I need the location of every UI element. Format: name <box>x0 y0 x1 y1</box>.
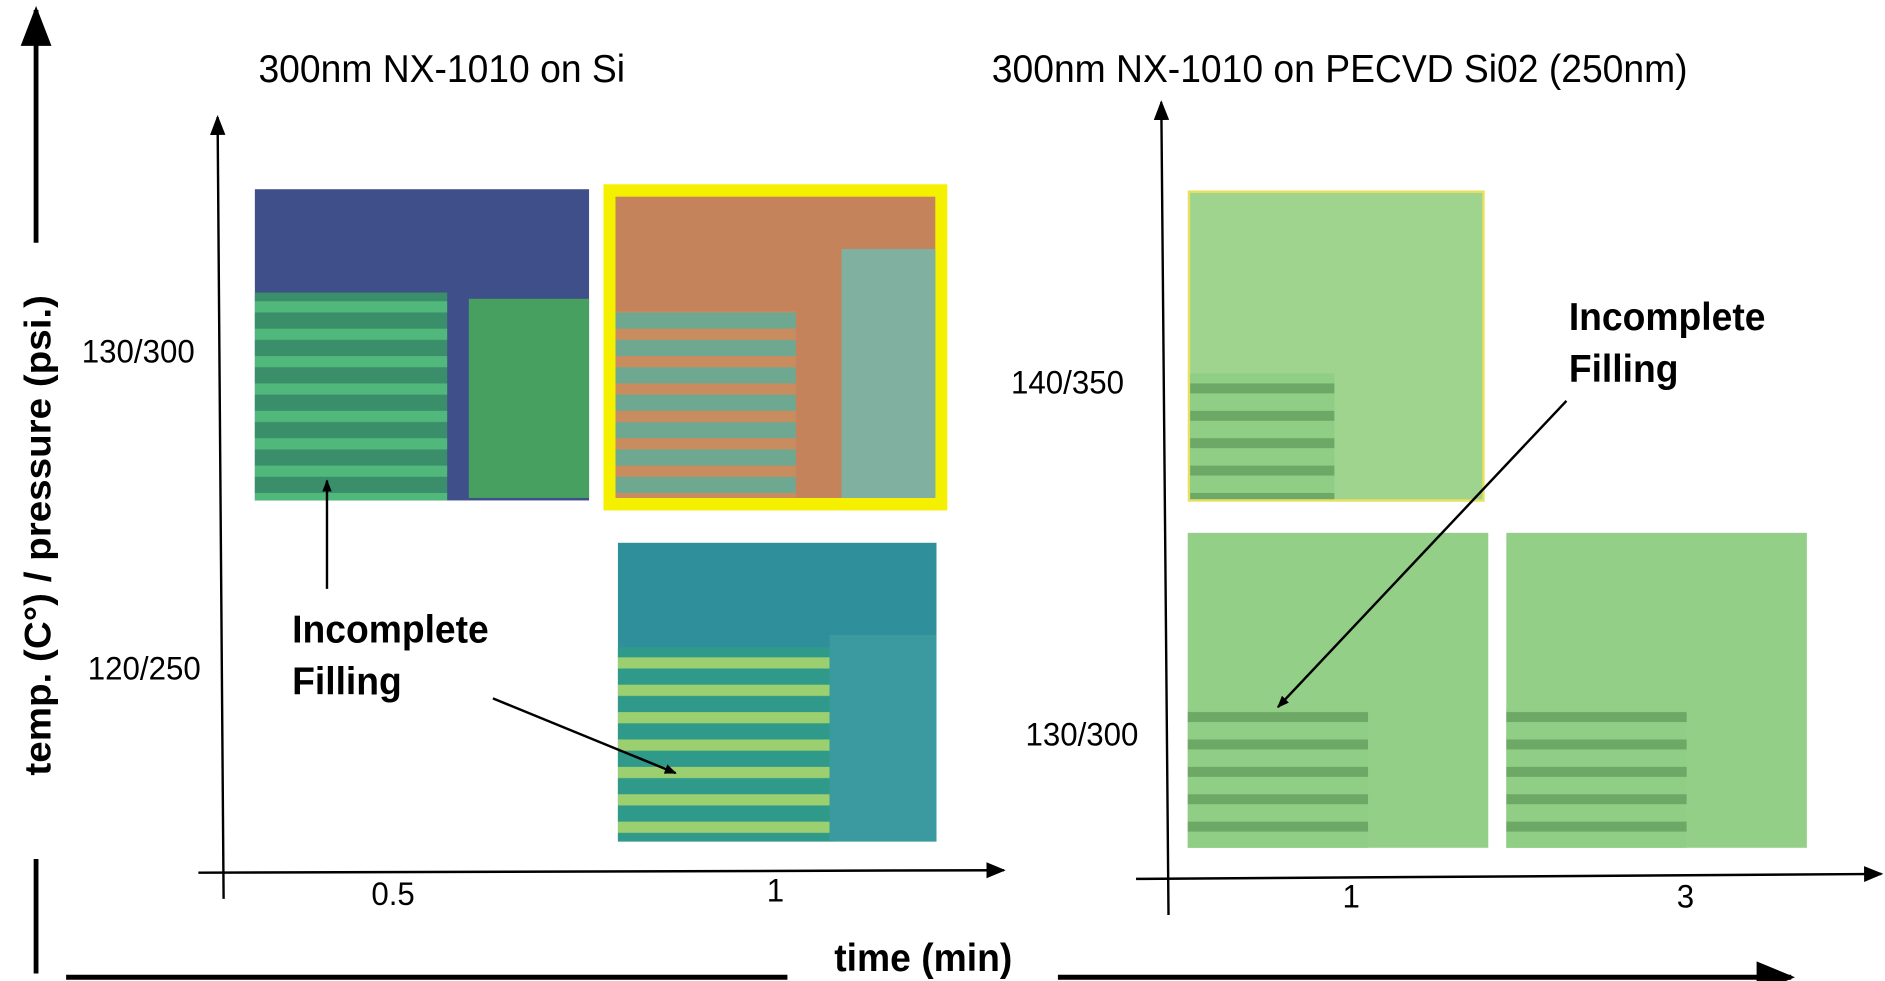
micrograph <box>254 189 590 501</box>
panel-title: 300nm NX-1010 on PECVD Si02 (250nm) <box>992 49 1688 92</box>
x-label: 1 <box>1343 878 1360 915</box>
micrograph <box>1187 190 1485 502</box>
annotation-arrow <box>492 697 677 775</box>
annotation: Incomplete <box>292 609 489 652</box>
x-axis-title: time (min) <box>834 937 1012 980</box>
micrograph <box>603 184 948 511</box>
panel-x-axis <box>1136 866 1884 883</box>
x-label: 3 <box>1677 878 1694 915</box>
micrograph <box>1506 532 1807 848</box>
y-label: 120/250 <box>88 650 201 687</box>
panel-x-axis <box>198 862 1006 879</box>
y-label: 130/300 <box>1025 716 1138 753</box>
x-label: 1 <box>767 872 784 909</box>
annotation: Filling <box>1569 349 1679 392</box>
panel-y-axis <box>210 115 226 899</box>
y-label: 130/300 <box>82 333 195 370</box>
micrograph <box>1187 532 1489 848</box>
annotation: Incomplete <box>1569 296 1766 339</box>
annotation-arrow <box>1277 399 1568 709</box>
y-label: 140/350 <box>1011 364 1124 401</box>
x-label: 0.5 <box>371 876 414 913</box>
annotation: Filling <box>292 661 402 704</box>
panel-title: 300nm NX-1010 on Si <box>258 49 625 92</box>
panel-y-axis <box>1153 100 1170 916</box>
y-axis-title: temp. (C°) / pressure (psi.) <box>18 295 59 776</box>
micrograph <box>617 542 937 842</box>
